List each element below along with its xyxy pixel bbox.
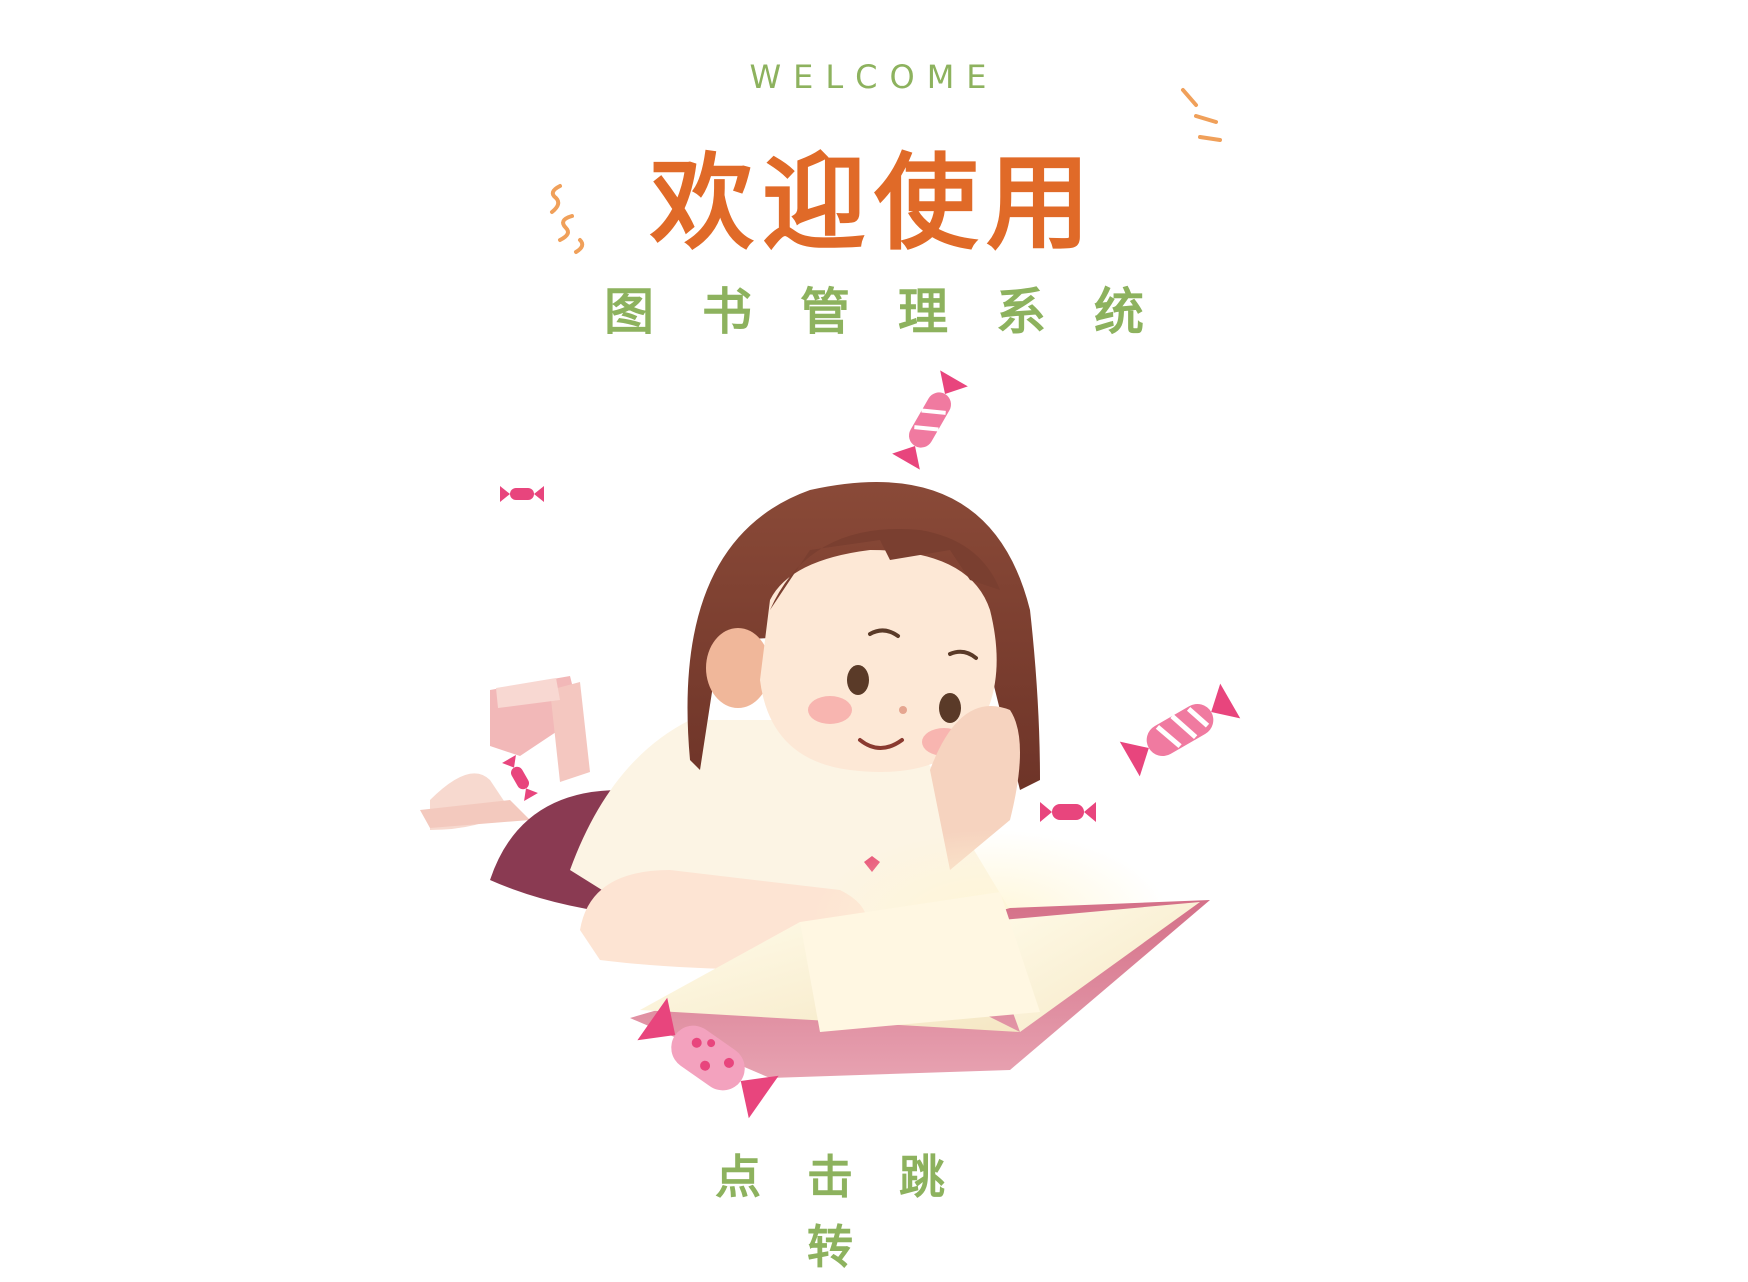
system-name: 图书管理系统 xyxy=(604,283,1192,341)
girl-reading-book-illustration xyxy=(420,370,1241,1119)
candy-icon xyxy=(500,370,1241,1119)
page-title: 欢迎使用 xyxy=(649,142,1098,264)
sparkle-lines-icon xyxy=(550,88,1222,254)
jump-button[interactable]: 点击跳转 xyxy=(715,1150,991,1274)
girl-legs xyxy=(420,676,590,830)
open-book-icon xyxy=(630,892,1210,1078)
girl-hair xyxy=(687,482,1040,790)
welcome-page: WELCOME 欢迎使用 图书管理系统 xyxy=(420,58,1241,1274)
welcome-caption: WELCOME xyxy=(749,58,999,96)
